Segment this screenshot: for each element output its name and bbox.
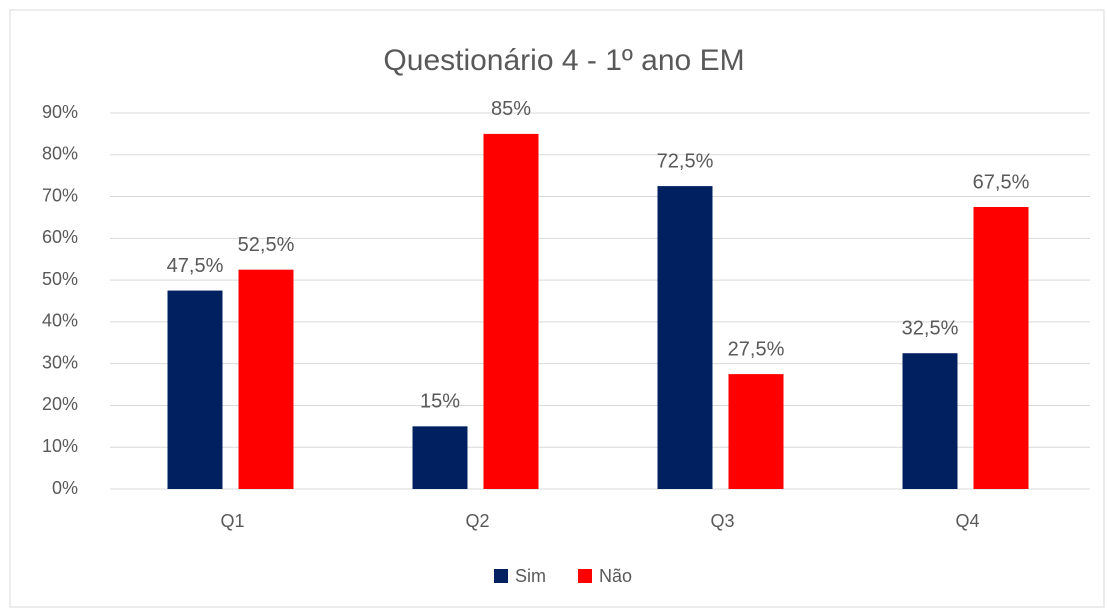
bar — [973, 207, 1029, 489]
bar — [412, 426, 468, 489]
y-tick-label: 10% — [42, 436, 78, 456]
value-label: 32,5% — [902, 318, 959, 340]
x-tick-label: Q3 — [710, 511, 734, 531]
y-tick-label: 0% — [52, 478, 78, 498]
value-label: 67,5% — [973, 171, 1030, 193]
x-tick-label: Q2 — [465, 511, 489, 531]
y-tick-label: 80% — [42, 144, 78, 164]
legend-swatch — [578, 569, 592, 583]
bar — [238, 269, 294, 489]
bar — [167, 290, 223, 489]
y-tick-label: 20% — [42, 394, 78, 414]
value-label: 15% — [420, 391, 460, 413]
x-tick-label: Q4 — [955, 511, 979, 531]
value-label: 27,5% — [728, 338, 785, 360]
legend-swatch — [494, 569, 508, 583]
bar — [657, 186, 713, 489]
value-label: 85% — [491, 98, 531, 120]
y-tick-label: 40% — [42, 311, 78, 331]
y-tick-label: 30% — [42, 352, 78, 372]
chart-title: Questionário 4 - 1º ano EM — [383, 44, 744, 77]
y-tick-label: 90% — [42, 102, 78, 122]
legend-label: Sim — [515, 566, 546, 586]
y-tick-label: 60% — [42, 227, 78, 247]
y-tick-label: 50% — [42, 269, 78, 289]
value-label: 52,5% — [238, 234, 295, 256]
bar — [902, 353, 958, 489]
value-label: 72,5% — [657, 150, 714, 172]
bar — [728, 374, 784, 489]
legend-label: Não — [599, 566, 632, 586]
bar — [483, 133, 539, 489]
value-label: 47,5% — [167, 255, 224, 277]
x-tick-label: Q1 — [220, 511, 244, 531]
y-tick-label: 70% — [42, 185, 78, 205]
